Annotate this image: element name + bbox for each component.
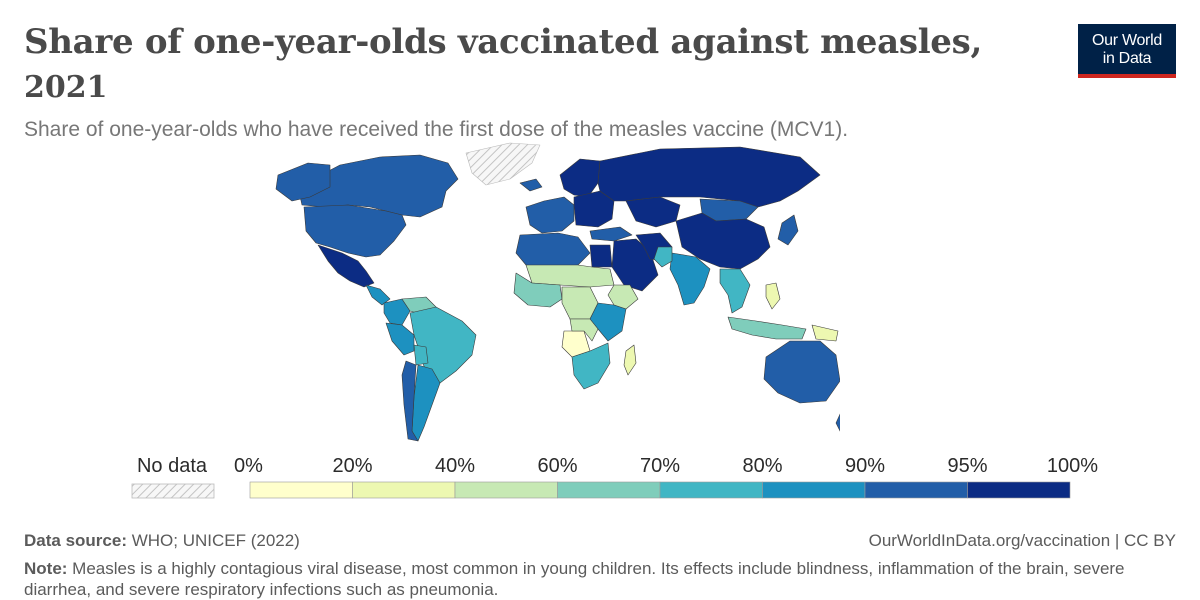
legend-tick-7: 95%: [947, 455, 987, 477]
legend-bin-6: [864, 481, 968, 499]
legend-bin-0: [249, 481, 353, 499]
footer-url-link[interactable]: OurWorldInData.org/vaccination | CC BY: [868, 531, 1176, 550]
region-argentina[interactable]: Argentina: [411, 364, 441, 442]
region-turkey[interactable]: Turkey: [589, 226, 633, 242]
region-china[interactable]: China: [675, 212, 771, 270]
region-mexico[interactable]: Mexico: [317, 244, 375, 288]
region-southeast-asia[interactable]: Southeast Asia: [719, 268, 751, 314]
region-kazakhstan[interactable]: Kazakhstan: [625, 196, 681, 228]
legend-bin-1: [352, 481, 456, 499]
chart-subtitle: Share of one-year-olds who have received…: [24, 118, 849, 141]
legend-bin-7: [967, 481, 1071, 499]
region-chile[interactable]: Chile: [401, 360, 419, 442]
legend-no-data-label: No data: [137, 455, 208, 477]
legend-bin-4: [659, 481, 763, 499]
region-russia[interactable]: Russia: [597, 146, 821, 208]
legend-tick-6: 90%: [845, 455, 885, 477]
source-label: Data source:: [24, 531, 127, 550]
region-indonesia[interactable]: Indonesia: [727, 316, 807, 340]
region-peru[interactable]: Peru: [385, 322, 415, 356]
legend-tick-0: 0%: [234, 455, 263, 477]
region-india[interactable]: India: [669, 252, 711, 306]
legend-bin-3: [557, 481, 661, 499]
legend-tick-4: 70%: [640, 455, 680, 477]
note-label: Note:: [24, 559, 68, 578]
region-pakistan[interactable]: Pakistan: [653, 246, 673, 268]
region-scandinavia[interactable]: Scandinavia: [559, 158, 601, 198]
legend-bin-2: [454, 481, 558, 499]
logo-line-1: Our World: [1092, 32, 1162, 49]
source-text: WHO; UNICEF (2022): [126, 531, 300, 550]
region-iceland[interactable]: Iceland: [519, 178, 543, 192]
owid-logo[interactable]: Our World in Data: [1078, 24, 1176, 78]
note-text: Measles is a highly contagious viral dis…: [24, 559, 1125, 599]
region-papua-new-guinea[interactable]: Papua New Guinea: [811, 324, 839, 342]
region-bolivia[interactable]: Bolivia: [413, 344, 429, 366]
region-western-europe[interactable]: Western Europe: [525, 196, 575, 234]
region-alaska[interactable]: Alaska: [275, 162, 331, 202]
footer-note: Note: Measles is a highly contagious vir…: [24, 558, 1174, 600]
chart-title: Share of one-year-olds vaccinated agains…: [24, 22, 983, 62]
region-new-zealand[interactable]: New Zealand: [835, 401, 840, 432]
legend-bin-5: [762, 481, 866, 499]
region-australia[interactable]: Australia: [763, 340, 840, 404]
region-philippines[interactable]: Philippines: [765, 282, 781, 310]
region-egypt[interactable]: Egypt: [589, 244, 613, 268]
region-japan[interactable]: Japan: [777, 214, 799, 246]
legend-tick-3: 60%: [537, 455, 577, 477]
region-southern-africa[interactable]: Southern Africa: [571, 342, 611, 390]
region-central-america[interactable]: Central America: [365, 284, 391, 306]
region-north-africa[interactable]: North Africa: [515, 232, 591, 268]
legend-no-data-swatch: [131, 483, 215, 499]
region-dr-congo[interactable]: DR Congo: [569, 318, 599, 342]
footer-source: Data source: WHO; UNICEF (2022): [24, 531, 300, 551]
region-madagascar[interactable]: Madagascar: [623, 344, 637, 376]
legend: No data 0% 20% 40% 60% 70% 80% 90% 95% 100%: [131, 455, 1098, 499]
legend-tick-5: 80%: [742, 455, 782, 477]
region-east-africa[interactable]: East Africa: [589, 302, 627, 342]
legend-tick-8: 100%: [1047, 455, 1098, 477]
legend-tick-1: 20%: [332, 455, 372, 477]
region-greenland[interactable]: Greenland: [465, 142, 541, 186]
region-united-states[interactable]: United States: [303, 204, 407, 258]
logo-line-2: in Data: [1102, 50, 1152, 67]
world-map: CanadaAlaskaGreenlandUnited StatesMexico…: [275, 142, 840, 442]
legend-tick-2: 40%: [435, 455, 475, 477]
chart-title-year: 2021: [24, 70, 108, 105]
region-west-africa[interactable]: West Africa: [513, 272, 563, 308]
